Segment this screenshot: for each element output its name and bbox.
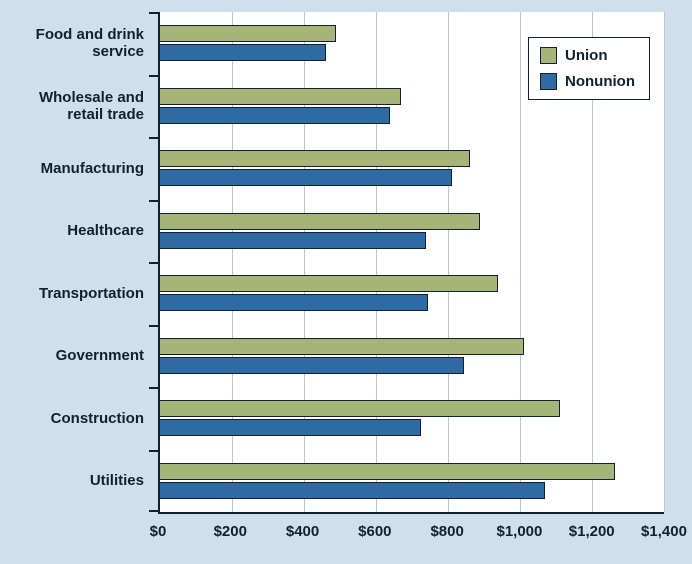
x-tick-label: $400 — [285, 523, 320, 540]
bar-nonunion — [160, 106, 391, 124]
bar-nonunion — [160, 356, 465, 374]
gridline — [376, 12, 377, 512]
category-band — [160, 262, 664, 325]
legend-swatch-nonunion — [540, 73, 558, 90]
chart-row: Food and drink service Wholesale and reta… — [6, 12, 665, 514]
category-band — [160, 75, 664, 138]
x-tick-label: $200 — [213, 523, 247, 540]
bar-union — [160, 400, 560, 418]
bar-union — [160, 25, 337, 43]
category-label: Transportation — [38, 284, 144, 302]
bar-nonunion — [160, 481, 546, 499]
category-band — [160, 12, 664, 75]
gridline — [664, 12, 665, 512]
category-label: Food and drink service — [35, 26, 144, 61]
x-tick-label: $600 — [358, 523, 392, 540]
bar-nonunion — [160, 231, 427, 249]
category-label: Manufacturing — [40, 159, 144, 177]
category-band — [160, 200, 664, 263]
category-label: Construction — [50, 409, 144, 427]
x-tick-label: $800 — [430, 523, 464, 540]
x-tick-label: $1,200 — [568, 523, 615, 540]
y-axis-tick — [149, 449, 158, 452]
gridline — [448, 12, 449, 512]
bar-union — [160, 462, 616, 480]
gridline — [592, 12, 593, 512]
legend-item-union: Union — [540, 47, 635, 64]
legend: Union Nonunion — [528, 37, 650, 100]
bar-nonunion — [160, 294, 429, 312]
bar-union — [160, 150, 470, 168]
legend-label-union: Union — [565, 47, 608, 64]
category-band — [160, 325, 664, 388]
legend-swatch-union — [540, 47, 558, 64]
bar-union — [160, 337, 524, 355]
bar-nonunion — [160, 169, 452, 187]
y-axis-tick — [149, 262, 158, 264]
category-label: Wholesale and retail trade — [38, 88, 144, 123]
category-band — [160, 137, 664, 200]
y-axis-tick — [149, 74, 158, 77]
plot-area: Union Nonunion — [158, 12, 665, 514]
category-band — [160, 387, 664, 450]
y-axis-tick — [149, 199, 158, 202]
y-axis-labels: Food and drink service Wholesale and reta… — [6, 12, 158, 514]
legend-item-nonunion: Nonunion — [540, 73, 635, 90]
y-axis-tick — [149, 324, 158, 327]
gridline — [304, 12, 305, 512]
category-label: Utilities — [89, 472, 144, 490]
y-axis-tick — [149, 510, 158, 512]
gridline — [520, 12, 521, 512]
x-tick-label: $1,400 — [641, 523, 687, 540]
bar-union — [160, 275, 499, 293]
y-axis-tick — [149, 137, 158, 139]
bar-union — [160, 87, 402, 105]
category-label: Healthcare — [67, 222, 144, 240]
bar-union — [160, 212, 481, 230]
y-axis-tick — [149, 387, 158, 389]
legend-label-nonunion: Nonunion — [565, 73, 635, 90]
gridline — [232, 12, 233, 512]
category-band — [160, 450, 664, 513]
x-tick-label: $1,000 — [496, 523, 543, 540]
x-tick-label: $0 — [149, 523, 167, 540]
bar-nonunion — [160, 419, 421, 437]
y-axis-tick — [149, 12, 158, 14]
bar-nonunion — [160, 44, 326, 62]
category-label: Government — [55, 347, 144, 365]
x-axis: $0 $200 $400 $600 $800 $1,000 $1,200 $1,400 — [150, 514, 687, 548]
